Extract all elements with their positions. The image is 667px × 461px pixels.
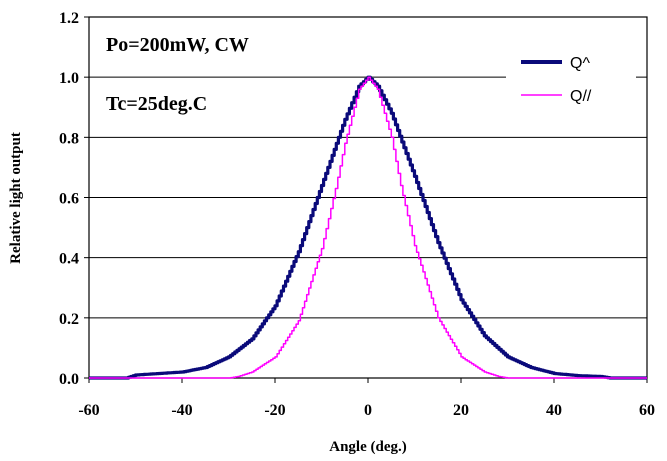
- x-tick-label-1: -40: [171, 402, 192, 419]
- y-axis-title: Relative light output: [8, 132, 24, 264]
- x-tick-label-5: 40: [546, 402, 562, 419]
- y-tick-label-6: 1.2: [59, 10, 79, 27]
- y-tick-label-0: 0.0: [59, 371, 79, 388]
- x-axis-title: Angle (deg.): [329, 439, 407, 455]
- legend-box: [506, 44, 636, 109]
- y-tick-label-3: 0.6: [59, 191, 79, 208]
- y-tick-label-2: 0.4: [59, 251, 79, 268]
- legend-label-q-perp: Q^: [570, 55, 590, 72]
- x-tick-label-0: -60: [78, 402, 99, 419]
- x-tick-label-4: 20: [453, 402, 469, 419]
- y-tick-label-5: 1.0: [59, 70, 79, 87]
- x-tick-label-6: 60: [639, 402, 655, 419]
- series-lines: [89, 75, 647, 380]
- x-tick-label-2: -20: [264, 402, 285, 419]
- annotation-temperature: Tc=25deg.C: [106, 93, 207, 115]
- annotation-power: Po=200mW, CW: [106, 34, 249, 56]
- y-tick-label-4: 0.8: [59, 130, 79, 147]
- series-line-1: [89, 76, 647, 379]
- legend-label-q-para: Q//: [570, 88, 592, 105]
- y-tick-label-1: 0.2: [59, 311, 79, 328]
- axes: 0.0 0.2 0.4 0.6 0.8 1.0 1.2 -60 -40 -20 0 20 40 60: [59, 10, 655, 419]
- series-line-0: [89, 75, 647, 380]
- x-tick-label-3: 0: [364, 402, 372, 419]
- legend: Q^ Q//: [506, 44, 636, 109]
